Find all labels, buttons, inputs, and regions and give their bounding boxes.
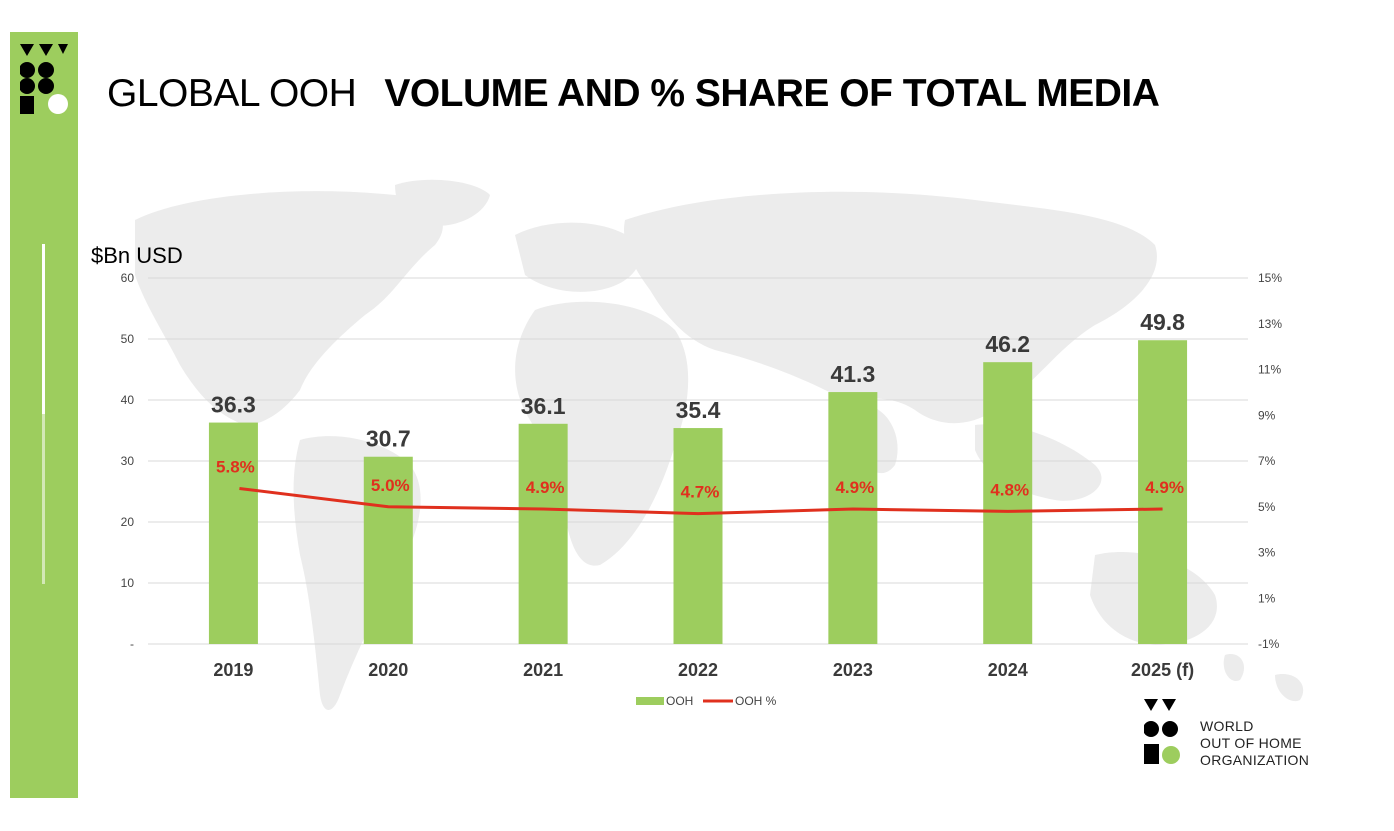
line-value-label: 4.9%	[526, 478, 565, 497]
y-right-tick-label: 9%	[1258, 408, 1276, 422]
y-left-tick-label: 20	[121, 515, 135, 529]
line-value-label: 4.8%	[990, 480, 1029, 499]
bar-ooh	[518, 423, 568, 644]
y-right-tick-label: 5%	[1258, 500, 1276, 514]
line-value-label: 4.9%	[1145, 478, 1184, 497]
y-left-tick-label: 40	[121, 393, 135, 407]
wooh-footer-logo-icon	[1144, 699, 1180, 764]
bar-ooh	[363, 456, 413, 644]
y-left-tick-label: 30	[121, 454, 135, 468]
line-value-label: 4.7%	[681, 483, 720, 502]
bar-ooh	[208, 422, 258, 644]
brand-sidebar	[10, 32, 78, 798]
legend-label-ooh-share: OOH %	[735, 694, 777, 708]
bar-value-label: 30.7	[366, 426, 411, 452]
x-tick-label: 2020	[368, 660, 408, 680]
y-right-tick-label: 11%	[1258, 363, 1281, 377]
x-tick-label: 2021	[523, 660, 563, 680]
bar-value-label: 35.4	[676, 397, 721, 423]
org-name-line-1: WORLD	[1200, 718, 1254, 734]
x-tick-label: 2025 (f)	[1131, 660, 1194, 680]
x-tick-label: 2019	[213, 660, 253, 680]
x-tick-label: 2024	[988, 660, 1028, 680]
bar-value-label: 41.3	[830, 361, 875, 387]
bar-value-label: 36.1	[521, 393, 566, 419]
legend-swatch-ooh	[636, 697, 664, 705]
x-tick-label: 2023	[833, 660, 873, 680]
bar-ooh	[828, 392, 878, 644]
wooh-logo-icon	[20, 44, 68, 114]
line-value-label: 5.8%	[216, 457, 255, 476]
sidebar-divider	[42, 244, 45, 414]
x-tick-label: 2022	[678, 660, 718, 680]
organization-name: WORLD OUT OF HOME ORGANIZATION	[1200, 718, 1309, 769]
y-right-tick-label: 15%	[1258, 271, 1282, 285]
legend-label-ooh: OOH	[666, 694, 693, 708]
y-left-tick-label: 10	[121, 576, 135, 590]
bar-ooh	[1138, 340, 1188, 644]
bar-ooh	[673, 428, 723, 644]
bar-value-label: 46.2	[985, 331, 1030, 357]
y-right-tick-label: -1%	[1258, 637, 1280, 651]
y-right-tick-label: 7%	[1258, 454, 1276, 468]
line-value-label: 5.0%	[371, 476, 410, 495]
sidebar-divider-faded	[42, 414, 45, 584]
y-right-tick-label: 3%	[1258, 546, 1276, 560]
bar-value-label: 49.8	[1140, 309, 1185, 335]
y-left-tick-label: 50	[121, 332, 135, 346]
line-value-label: 4.9%	[835, 478, 874, 497]
org-name-line-2: OUT OF HOME	[1200, 735, 1302, 751]
line-ooh-share	[239, 486, 1163, 516]
title-prefix: GLOBAL OOH	[107, 72, 357, 115]
y-left-tick-label: -	[130, 637, 134, 651]
y-left-tick-label: 60	[121, 271, 135, 285]
title-main: VOLUME AND % SHARE OF TOTAL MEDIA	[384, 72, 1160, 115]
y-right-tick-label: 1%	[1258, 591, 1276, 605]
bar-value-label: 36.3	[211, 392, 256, 418]
y-axis-unit-label: $Bn USD	[91, 243, 183, 268]
org-name-line-3: ORGANIZATION	[1200, 752, 1310, 768]
page-title: GLOBAL OOH VOLUME AND % SHARE OF TOTAL ME…	[107, 72, 1160, 116]
y-right-tick-label: 13%	[1258, 317, 1282, 331]
bar-ooh	[983, 362, 1033, 644]
